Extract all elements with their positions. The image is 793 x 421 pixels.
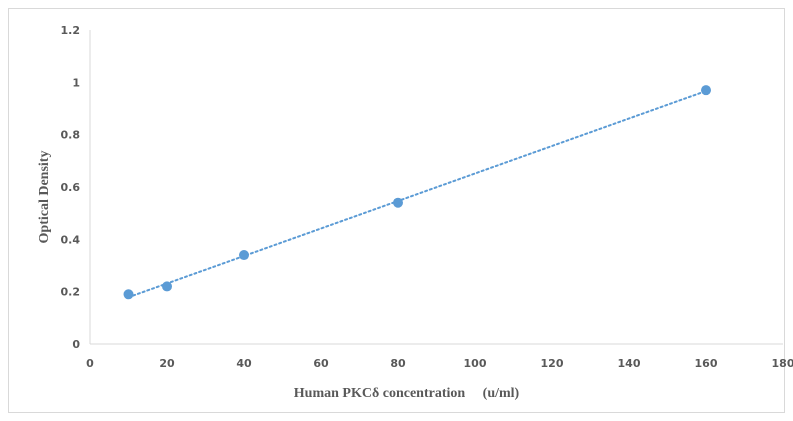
trendline [127,89,707,299]
x-tick-label: 140 [618,357,641,370]
data-point [162,281,172,292]
data-point [393,197,403,208]
y-axis-title: Optical Density [37,151,52,244]
y-tick-label: 0.8 [61,129,81,142]
y-tick-labels: 0 0.2 0.4 0.6 0.8 1 1.2 [61,24,81,351]
data-point [239,250,249,261]
y-tick-label: 1 [72,76,80,89]
x-tick-labels: 0 20 40 60 80 100 120 140 160 180 [86,357,793,370]
trendline-line [127,89,707,299]
x-tick-label: 60 [313,357,329,370]
data-point [123,289,134,300]
x-tick-label: 40 [236,357,252,370]
x-axis-title: Human PKCδ concentration (u/ml) [294,386,520,401]
chart-area [8,8,785,413]
x-tick-label: 180 [772,357,793,370]
y-tick-label: 0.4 [61,233,81,246]
data-points [123,85,711,300]
y-tick-label: 1.2 [61,24,81,37]
x-tick-label: 20 [159,357,175,370]
y-tick-label: 0 [72,338,80,351]
x-tick-label: 0 [86,357,94,370]
x-tick-label: 80 [390,357,406,370]
y-tick-label: 0.6 [61,181,81,194]
x-tick-label: 120 [541,357,564,370]
y-tick-label: 0.2 [61,286,81,299]
x-tick-label: 100 [464,357,487,370]
data-point [701,85,711,96]
x-tick-label: 160 [695,357,718,370]
